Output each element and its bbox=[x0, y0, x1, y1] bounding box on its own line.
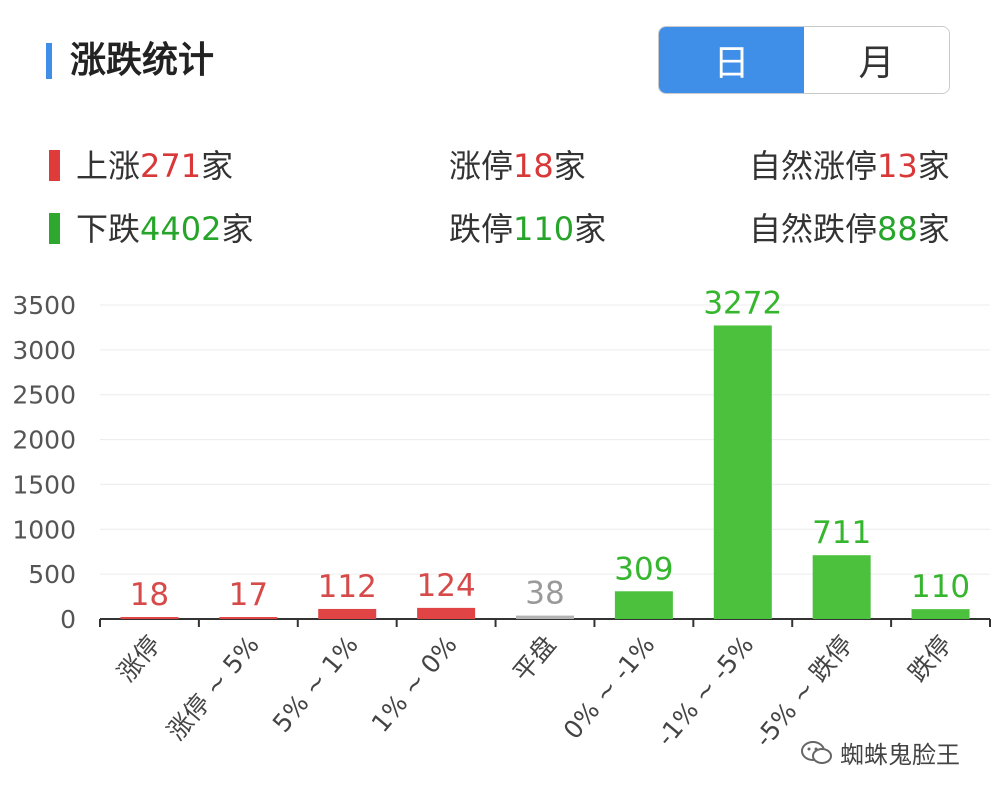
bar bbox=[911, 609, 970, 619]
stat-limit-up-value: 18 bbox=[513, 147, 554, 185]
stat-down-value: 4402 bbox=[140, 210, 222, 248]
bar bbox=[417, 607, 476, 619]
stat-natural-limit-down: 自然跌停88家 bbox=[749, 209, 950, 249]
stat-natural-limit-down-suffix: 家 bbox=[917, 210, 950, 248]
y-tick-label: 0 bbox=[60, 605, 76, 634]
y-tick-label: 2500 bbox=[12, 381, 76, 410]
stat-up-value: 271 bbox=[140, 147, 202, 185]
stat-limit-down-suffix: 家 bbox=[574, 210, 607, 248]
stat-natural-limit-up: 自然涨停13家 bbox=[749, 146, 950, 186]
up-marker bbox=[49, 150, 60, 181]
x-tick-label: -1% ~ -5% bbox=[651, 630, 759, 751]
x-tick-label: 1% ~ 0% bbox=[366, 630, 463, 738]
stat-natural-limit-down-prefix: 自然跌停 bbox=[749, 210, 878, 248]
y-tick-label: 3500 bbox=[12, 291, 76, 320]
stat-natural-limit-up-suffix: 家 bbox=[917, 147, 950, 185]
x-tick-label: 平盘 bbox=[507, 630, 561, 687]
bar bbox=[614, 591, 673, 619]
bar bbox=[318, 608, 377, 619]
stat-down-prefix: 下跌 bbox=[76, 210, 141, 248]
tab-day[interactable]: 日 bbox=[659, 27, 804, 93]
y-tick-label: 500 bbox=[28, 560, 76, 589]
stat-natural-limit-down-value: 88 bbox=[877, 210, 918, 248]
stat-limit-up-prefix: 涨停 bbox=[449, 147, 514, 185]
y-tick-label: 3000 bbox=[12, 336, 76, 365]
bar-value-label: 3272 bbox=[703, 285, 782, 321]
stat-limit-up: 涨停18家 bbox=[449, 146, 586, 186]
x-tick-label: 跌停 bbox=[903, 630, 957, 687]
page-title: 涨跌统计 bbox=[70, 40, 215, 81]
bar-value-label: 124 bbox=[417, 568, 476, 604]
bar bbox=[120, 617, 179, 619]
bar bbox=[516, 615, 574, 619]
bar bbox=[713, 325, 772, 619]
x-tick-label: 5% ~ 1% bbox=[267, 630, 364, 738]
bar-value-label: 112 bbox=[318, 569, 377, 605]
stat-natural-limit-up-prefix: 自然涨停 bbox=[749, 147, 878, 185]
title-bar-accent bbox=[46, 43, 52, 79]
x-tick-label: 0% ~ -1% bbox=[558, 630, 661, 745]
bar bbox=[219, 617, 278, 619]
down-marker bbox=[49, 213, 60, 244]
x-tick-label: 涨停 ~ 5% bbox=[161, 630, 265, 746]
stat-limit-down-prefix: 跌停 bbox=[449, 210, 514, 248]
stat-limit-down-value: 110 bbox=[513, 210, 575, 248]
stat-natural-limit-up-value: 13 bbox=[877, 147, 918, 185]
stat-up-suffix: 家 bbox=[201, 147, 234, 185]
bar-value-label: 309 bbox=[614, 551, 673, 587]
y-tick-label: 1000 bbox=[12, 515, 76, 544]
bar-value-label: 18 bbox=[130, 577, 169, 613]
watermark-text: 蜘蛛鬼脸王 bbox=[840, 741, 960, 769]
stat-down: 下跌4402家 bbox=[76, 209, 253, 249]
watermark: 蜘蛛鬼脸王 bbox=[800, 735, 960, 770]
period-toggle[interactable]: 日 月 bbox=[658, 26, 950, 94]
y-tick-label: 1500 bbox=[12, 470, 76, 499]
stat-up: 上涨271家 bbox=[76, 146, 233, 186]
stat-limit-up-suffix: 家 bbox=[553, 147, 586, 185]
bar-value-label: 711 bbox=[812, 515, 871, 551]
stat-up-prefix: 上涨 bbox=[76, 147, 141, 185]
stat-limit-down: 跌停110家 bbox=[449, 209, 606, 249]
x-tick-label: 涨停 bbox=[112, 630, 166, 687]
bar-value-label: 17 bbox=[229, 577, 268, 613]
distribution-bar-chart: 0 500 1000 1500 2000 2500 3000 3500 18 涨停 17 涨停 ~ 5… bbox=[12, 285, 991, 753]
stat-down-suffix: 家 bbox=[221, 210, 254, 248]
y-tick-label: 2000 bbox=[12, 426, 76, 455]
wechat-icon bbox=[801, 740, 832, 764]
bar-value-label: 110 bbox=[911, 569, 970, 605]
bar bbox=[812, 555, 871, 619]
bar-value-label: 38 bbox=[525, 576, 564, 612]
tab-month[interactable]: 月 bbox=[804, 27, 949, 93]
